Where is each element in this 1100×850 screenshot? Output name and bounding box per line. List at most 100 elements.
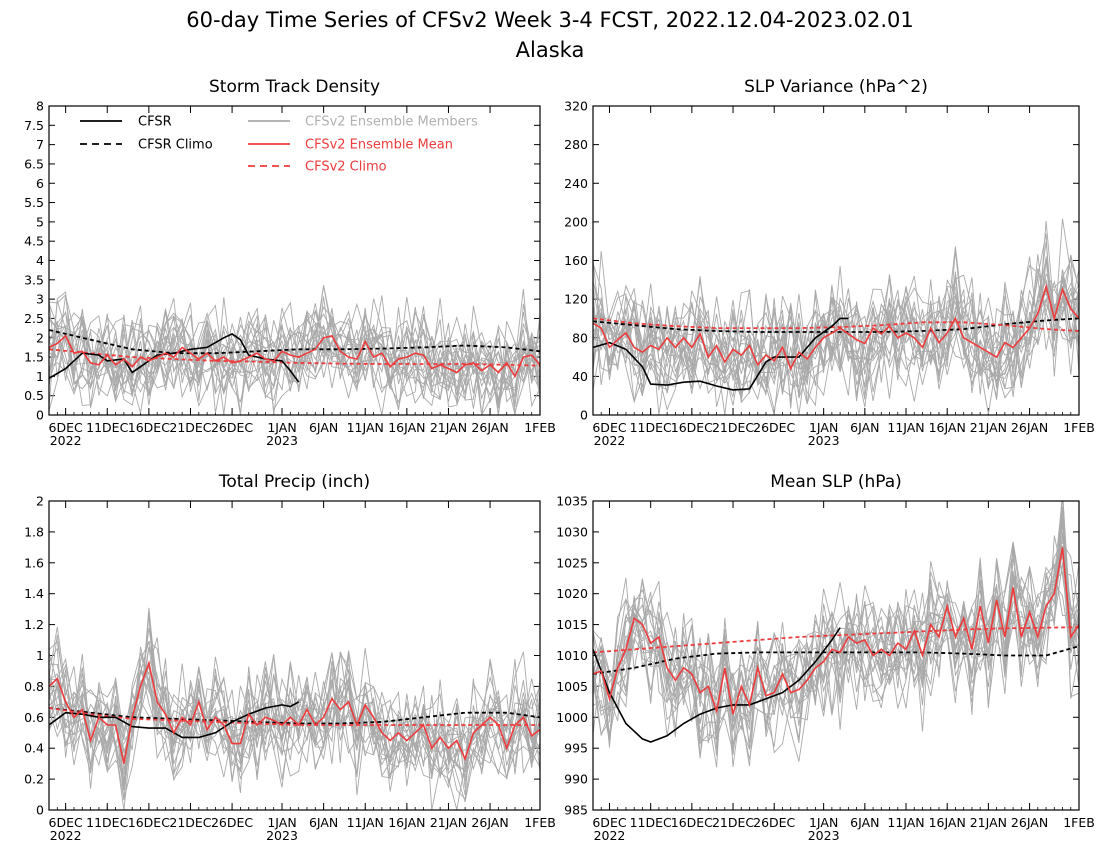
x-tick-label: 6DEC: [49, 420, 83, 435]
y-tick-label: 200: [564, 214, 588, 229]
ensemble-member-line: [49, 295, 540, 415]
x-tick-label: 11DEC: [630, 420, 672, 435]
legend-label: CFSv2 Climo: [305, 160, 387, 175]
ensemble-member-line: [593, 233, 1079, 404]
y-tick-label: 0.4: [24, 741, 44, 756]
y-tick-label: 1035: [556, 494, 588, 509]
series-cfsv2-ensemble-mean: [593, 283, 1079, 371]
y-tick-label: 160: [564, 253, 588, 268]
x-tick-label: 16JAN: [388, 420, 425, 435]
y-tick-label: 4.5: [24, 234, 44, 249]
x-tick-label: 1FEB: [524, 420, 556, 435]
ensemble-member-line: [593, 262, 1079, 415]
x-tick-label: 26JAN: [471, 420, 508, 435]
ensemble-member-line: [49, 307, 540, 408]
y-tick-label: 6.5: [24, 156, 44, 171]
ensemble-member-line: [593, 264, 1079, 403]
x-tick-label: 16JAN: [929, 815, 966, 830]
x-tick-label: 21JAN: [970, 815, 1007, 830]
panel-4: Mean SLP (hPa) 985 990 995 1000 1005 1010 1015 1…: [556, 472, 1095, 843]
x-tick-label: 6JAN: [850, 815, 879, 830]
x-tick-label: 11DEC: [630, 815, 672, 830]
y-tick-label: 1020: [556, 586, 588, 601]
ensemble-member-line: [49, 295, 540, 415]
x-tick-year: 2022: [594, 433, 626, 448]
x-tick-label: 26JAN: [471, 815, 508, 830]
ensemble-member-line: [593, 268, 1079, 391]
ensemble-member-line: [593, 558, 1079, 750]
x-tick-label: 1FEB: [1063, 815, 1095, 830]
x-tick-label: 16JAN: [388, 815, 425, 830]
series-cfsv2-ensemble-mean: [49, 660, 540, 764]
x-tick-label: 21DEC: [169, 420, 211, 435]
x-tick-label: 1FEB: [1063, 420, 1095, 435]
y-tick-label: 3.5: [24, 272, 44, 287]
y-tick-label: 2: [36, 330, 44, 345]
x-tick-label: 11JAN: [347, 815, 384, 830]
series-cfsr: [49, 332, 300, 383]
ensemble-member-line: [49, 310, 540, 415]
series-cfsv2-climo: [49, 707, 540, 726]
y-tick-label: 2: [36, 494, 44, 509]
y-tick-label: 1: [36, 369, 44, 384]
x-tick-label: 11JAN: [347, 420, 384, 435]
ensemble-member-line: [593, 255, 1079, 411]
panel-1: Storm Track Density 0 0.5 1 1.5 2 2.5 3 3.5 4 4.5 5…: [24, 77, 556, 448]
y-tick-label: 1.4: [24, 586, 44, 601]
panel-2: SLP Variance (hPa^2) 0 40 80 120 160 200 240 280…: [564, 77, 1095, 448]
plot-area: [593, 218, 1079, 415]
x-tick-label: 16JAN: [929, 420, 966, 435]
panel-frame: [592, 500, 1080, 811]
x-tick-label: 11JAN: [887, 420, 924, 435]
x-tick-year: 2022: [50, 828, 82, 843]
y-tick-label: 1000: [556, 710, 588, 725]
figure-title: 60-day Time Series of CFSv2 Week 3-4 FCS…: [186, 8, 914, 32]
series-cfsv2-climo: [593, 626, 1079, 654]
y-tick-label: 5.5: [24, 195, 44, 210]
panel-title: Total Precip (inch): [218, 472, 370, 492]
ensemble-member-line: [49, 646, 540, 780]
y-tick-label: 7.5: [24, 118, 44, 133]
y-tick-label: 1.8: [24, 524, 44, 539]
series-cfsr-climo: [49, 329, 540, 355]
x-tick-label: 16DEC: [128, 815, 170, 830]
panel-frame: [48, 105, 541, 416]
panel-title: Mean SLP (hPa): [770, 472, 902, 492]
series-cfsr: [49, 701, 300, 739]
panel-title: SLP Variance (hPa^2): [744, 77, 928, 97]
legend-label: CFSv2 Ensemble Members: [305, 115, 478, 130]
y-tick-label: 0.6: [24, 710, 44, 725]
ensemble-member-line: [593, 542, 1079, 750]
y-tick-label: 80: [572, 330, 588, 345]
ensemble-member-line: [49, 641, 540, 800]
x-tick-label: 21DEC: [712, 815, 754, 830]
y-tick-label: 0: [580, 408, 588, 423]
panel-frame: [592, 105, 1080, 416]
x-tick-label: 1FEB: [524, 815, 556, 830]
y-tick-label: 0.2: [24, 772, 44, 787]
y-tick-label: 6: [36, 176, 44, 191]
x-tick-label: 26DEC: [753, 420, 795, 435]
y-tick-label: 1010: [556, 648, 588, 663]
x-tick-label: 6JAN: [850, 420, 879, 435]
series-cfsr: [593, 317, 849, 391]
y-tick-label: 320: [564, 99, 588, 114]
figure-subtitle: Alaska: [516, 38, 585, 62]
series-cfsv2-climo: [593, 317, 1079, 332]
x-tick-label: 6DEC: [592, 420, 626, 435]
x-tick-year: 2023: [808, 828, 840, 843]
panel-frame: [48, 500, 541, 811]
ensemble-member-line: [593, 220, 1079, 402]
ensemble-member-line: [593, 259, 1079, 415]
ensemble-member-line: [593, 546, 1079, 759]
ensemble-member-line: [49, 634, 540, 792]
x-tick-label: 6JAN: [309, 815, 338, 830]
y-tick-label: 1.6: [24, 555, 44, 570]
y-tick-label: 0.8: [24, 679, 44, 694]
x-tick-label: 1JAN: [809, 420, 838, 435]
x-tick-label: 1JAN: [809, 815, 838, 830]
y-tick-label: 0.5: [24, 388, 44, 403]
y-tick-label: 1030: [556, 524, 588, 539]
series-cfsv2-ensemble-mean: [593, 547, 1079, 715]
